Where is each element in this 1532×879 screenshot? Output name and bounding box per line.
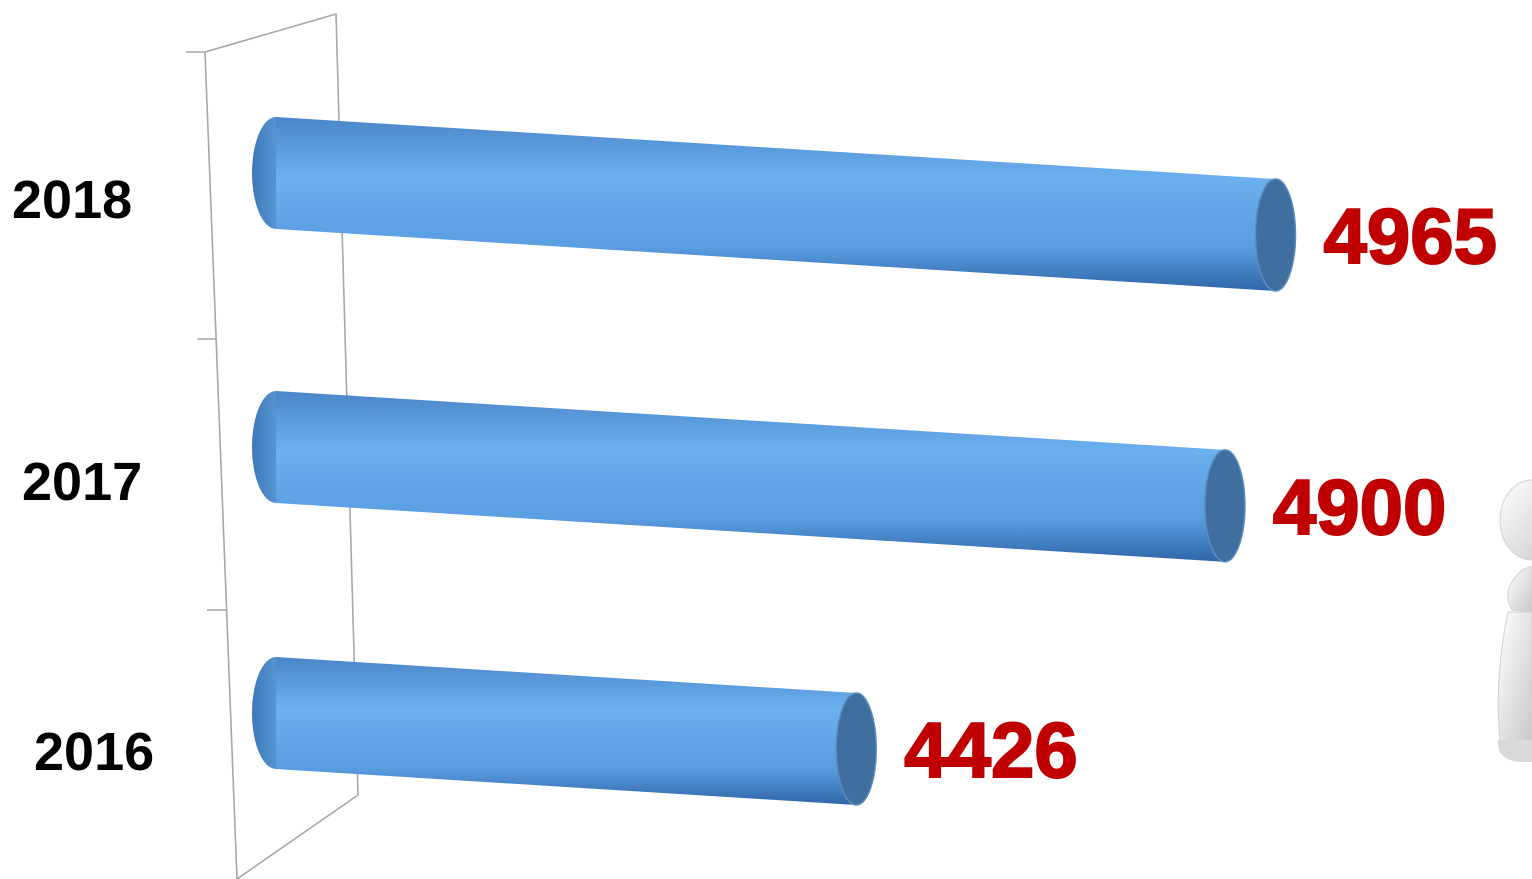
- bar-end-cap: [1204, 449, 1246, 563]
- category-label-2018: 2018: [12, 170, 132, 230]
- bar-end-cap: [1254, 178, 1297, 292]
- bar-body: [276, 391, 1225, 562]
- bar-2017: [252, 391, 1246, 563]
- bar-end-cap: [835, 692, 877, 806]
- bar-2016: [252, 657, 877, 806]
- bar-body: [276, 117, 1276, 291]
- value-label-2018: 4965: [1323, 192, 1497, 280]
- category-label-2017: 2017: [22, 452, 142, 512]
- value-label-2017: 4900: [1273, 463, 1447, 551]
- labels-layer: 4426 2016 4900 2017 4965 2018: [12, 170, 1498, 795]
- bar-2018: [252, 117, 1297, 292]
- category-label-2016: 2016: [34, 722, 154, 782]
- person-figure-icon: [1497, 479, 1532, 762]
- bars-layer: [252, 117, 1297, 806]
- value-label-2016: 4426: [904, 706, 1078, 794]
- bar-body: [276, 657, 857, 805]
